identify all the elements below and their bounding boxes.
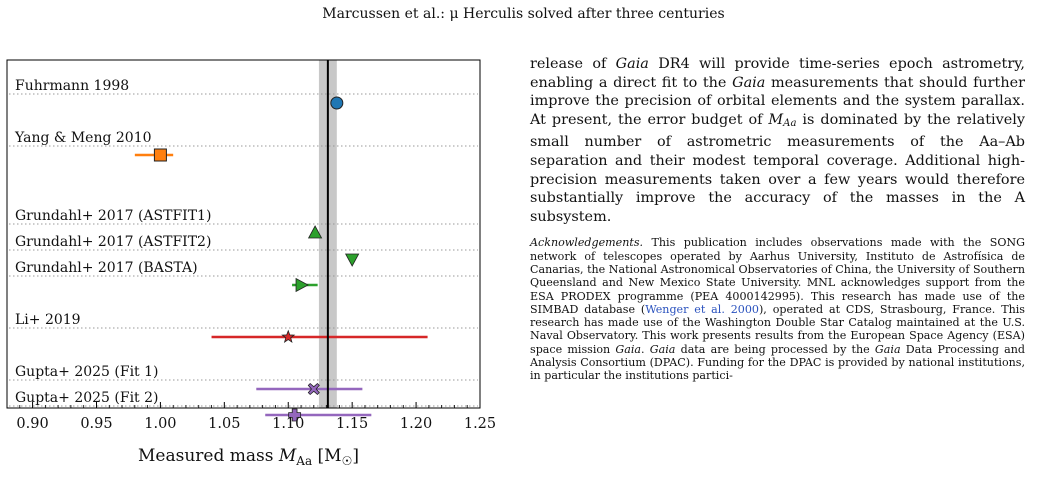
body-paragraph: release of Gaia DR4 will provide time-se…: [530, 55, 1025, 226]
ack-text-run: Gaia: [615, 342, 642, 356]
mass-comparison-chart: Fuhrmann 1998 Yang & Meng 2010 Grundahl+ 2…: [0, 50, 505, 490]
ack-text-run: .: [641, 342, 650, 356]
body-text-run: Gaia: [615, 56, 649, 72]
ack-text-run: data are being processed by the: [675, 342, 875, 356]
x-tick-label: 1.05: [208, 416, 240, 432]
x-tick-label: 1.10: [272, 416, 304, 432]
marker-star: [281, 329, 296, 343]
x-axis-label-part: [M: [312, 446, 341, 466]
body-text-run: is dominated by the relatively small num…: [530, 111, 1026, 225]
body-text-run: M: [768, 111, 784, 128]
ack-text-run: Gaia: [649, 342, 676, 356]
axes-frame: [6, 59, 481, 409]
row-label: Gupta+ 2025 (Fit 2): [15, 390, 159, 406]
x-tick-label: 0.90: [16, 416, 48, 432]
x-tick-label: 1.15: [336, 416, 368, 432]
ack-text-run: Data Processing and Analysis Consortium …: [530, 342, 1025, 383]
body-text-run: Gaia: [732, 74, 766, 91]
x-tick-label: 1.25: [464, 416, 496, 432]
body-text-run: Aa: [783, 117, 797, 129]
row-label: Fuhrmann 1998: [15, 78, 129, 94]
ack-text-run: Gaia: [874, 342, 901, 356]
marker-triangle-up: [307, 225, 323, 239]
x-axis-label-part: Aa: [295, 454, 312, 468]
x-tick-label: 1.00: [144, 416, 176, 432]
running-head: Marcussen et al.: μ Herculis solved afte…: [322, 6, 725, 22]
marker-triangle-down: [344, 253, 360, 267]
body-text-run: measurements that should further improve…: [530, 74, 1025, 128]
row-label: Grundahl+ 2017 (ASTFIT2): [15, 234, 211, 250]
citation-link[interactable]: Wenger et al. 2000: [645, 302, 759, 316]
row-label: Li+ 2019: [15, 312, 81, 328]
x-axis-label-part: M: [278, 446, 297, 466]
marker-circle: [330, 96, 344, 110]
x-tick-label: 1.20: [400, 416, 432, 432]
x-axis-label-part: Measured mass: [138, 446, 279, 466]
acknowledgements-paragraph: Acknowledgements. This publication inclu…: [530, 236, 1025, 382]
x-axis-label-part: ☉: [342, 454, 353, 468]
marker-x: [307, 382, 320, 396]
marker-plus: [288, 408, 302, 422]
row-label: Grundahl+ 2017 (BASTA): [15, 260, 198, 276]
row-label: Gupta+ 2025 (Fit 1): [15, 364, 159, 380]
body-text-run: DR4 will provide time-series epoch astro…: [530, 56, 1025, 91]
marker-square: [153, 148, 167, 162]
ack-text-run: ), operated at CDS, Strasbourg, France. …: [530, 302, 1025, 356]
ack-text-run: Acknowledgements.: [530, 236, 644, 250]
x-tick-label: 0.95: [80, 416, 112, 432]
x-axis-label: Measured mass MAa [M☉]: [138, 446, 359, 468]
row-label: Yang & Meng 2010: [14, 130, 152, 146]
marker-triangle-right: [295, 277, 309, 293]
x-axis-label-part: ]: [352, 446, 359, 466]
text-column: release of Gaia DR4 will provide time-se…: [530, 55, 1025, 383]
chart-svg: Fuhrmann 1998 Yang & Meng 2010 Grundahl+ 2…: [6, 59, 496, 468]
ack-text-run: This publication includes observations m…: [530, 236, 1025, 316]
row-label: Grundahl+ 2017 (ASTFIT1): [15, 208, 211, 224]
body-text-run: release of: [530, 56, 616, 72]
